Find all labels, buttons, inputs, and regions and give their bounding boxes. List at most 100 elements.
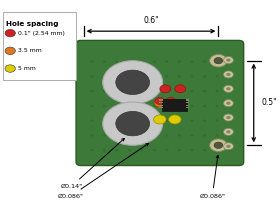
Circle shape [169,115,181,124]
Circle shape [215,75,219,78]
Circle shape [116,70,150,95]
Circle shape [226,59,231,62]
FancyBboxPatch shape [162,99,186,111]
Circle shape [90,75,94,78]
Text: 0.1" (2.54 mm): 0.1" (2.54 mm) [18,31,65,36]
Circle shape [203,149,206,151]
Circle shape [223,57,233,64]
Circle shape [165,90,169,92]
Circle shape [214,58,223,64]
Circle shape [210,139,227,152]
Circle shape [115,75,118,78]
Circle shape [226,116,231,119]
Text: 5 mm: 5 mm [18,66,36,71]
Circle shape [103,149,106,151]
Bar [186,107,189,108]
Circle shape [203,105,206,107]
Circle shape [128,105,131,107]
Bar [186,102,189,103]
Circle shape [203,134,206,137]
Circle shape [226,73,231,76]
Circle shape [154,115,166,124]
Circle shape [223,71,233,78]
Circle shape [115,134,118,137]
Circle shape [169,99,181,107]
Circle shape [103,134,106,137]
Circle shape [223,85,233,92]
Circle shape [223,143,233,150]
Circle shape [228,105,231,107]
Circle shape [215,149,219,151]
Circle shape [90,90,94,92]
Circle shape [140,105,144,107]
Circle shape [215,119,219,122]
Circle shape [226,87,231,90]
Text: 0.6": 0.6" [143,16,159,25]
Circle shape [175,85,186,93]
Circle shape [103,61,163,104]
Circle shape [128,90,131,92]
Circle shape [226,130,231,133]
Circle shape [153,149,156,151]
Circle shape [215,105,219,107]
Text: Ø0.086": Ø0.086" [199,155,225,198]
Circle shape [115,149,118,151]
Circle shape [210,54,227,67]
Bar [159,105,163,106]
Circle shape [203,90,206,92]
Circle shape [90,149,94,151]
Circle shape [215,60,219,63]
Circle shape [203,75,206,78]
Circle shape [215,90,219,92]
Circle shape [90,134,94,137]
FancyBboxPatch shape [76,40,244,166]
Circle shape [90,105,94,107]
Circle shape [5,47,15,55]
Circle shape [178,90,181,92]
Circle shape [228,119,231,122]
Circle shape [190,105,193,107]
Text: Ø0.086": Ø0.086" [58,143,148,198]
Circle shape [190,134,193,137]
Circle shape [103,102,163,145]
Circle shape [90,119,94,122]
Circle shape [203,60,206,63]
Circle shape [165,119,169,122]
Circle shape [140,60,144,63]
Circle shape [166,97,176,105]
Circle shape [153,105,156,107]
Bar [186,105,189,106]
Circle shape [160,85,171,93]
Circle shape [190,149,193,151]
Circle shape [115,119,118,122]
Bar [186,99,189,101]
Circle shape [140,134,144,137]
Circle shape [178,134,181,137]
Circle shape [103,119,106,122]
Circle shape [223,100,233,107]
Bar [159,99,163,101]
Circle shape [203,119,206,122]
Text: 3.5 mm: 3.5 mm [18,48,42,53]
Text: Hole spacing: Hole spacing [6,21,59,27]
Circle shape [115,90,118,92]
Circle shape [153,90,156,92]
Circle shape [165,105,169,107]
Circle shape [155,97,165,105]
Circle shape [223,128,233,135]
Circle shape [223,114,233,121]
Circle shape [165,149,169,151]
Circle shape [128,149,131,151]
Circle shape [226,145,231,148]
Circle shape [214,142,223,148]
Circle shape [128,119,131,122]
Circle shape [103,105,106,107]
Circle shape [228,134,231,137]
Circle shape [140,119,144,122]
Circle shape [153,134,156,137]
Circle shape [128,75,131,78]
Circle shape [140,75,144,78]
Circle shape [228,149,231,151]
Circle shape [5,29,15,37]
Circle shape [103,90,106,92]
